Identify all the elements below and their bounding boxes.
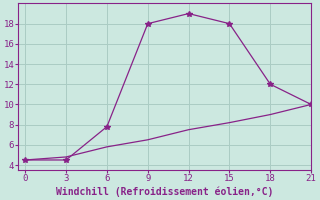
X-axis label: Windchill (Refroidissement éolien,°C): Windchill (Refroidissement éolien,°C): [56, 186, 274, 197]
